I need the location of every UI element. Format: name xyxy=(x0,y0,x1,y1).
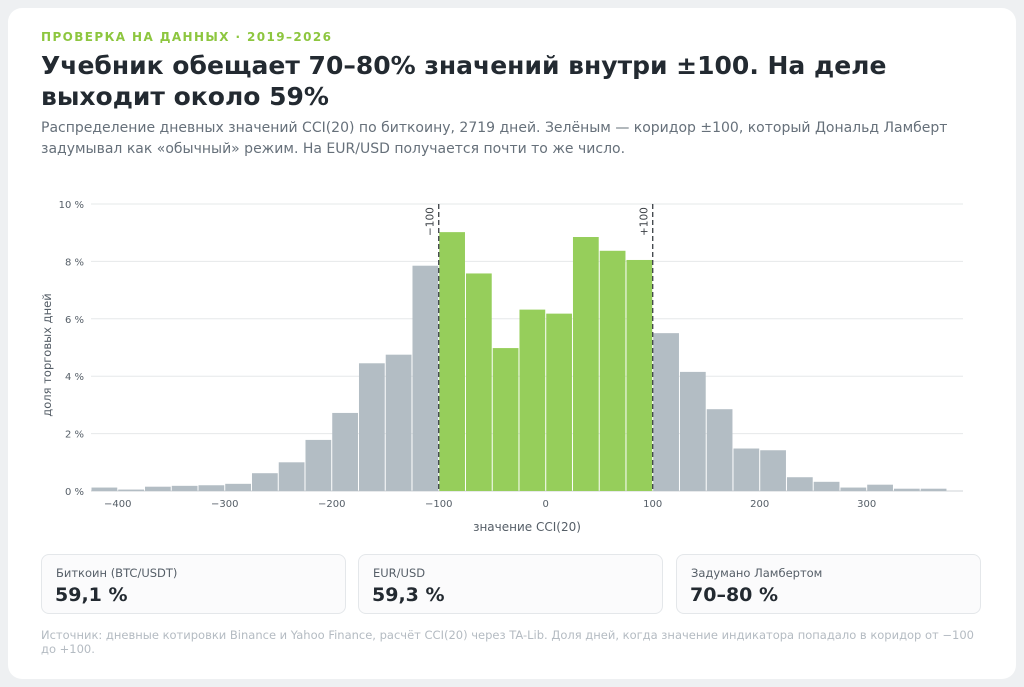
bar-outside-corridor xyxy=(118,489,144,491)
bar-outside-corridor xyxy=(385,354,412,491)
stat-label: Задумано Ламбертом xyxy=(691,566,823,580)
bar-outside-corridor xyxy=(733,448,760,491)
bar-inside-corridor xyxy=(519,309,546,491)
bar-outside-corridor xyxy=(91,487,118,491)
y-tick-label: 2 % xyxy=(65,430,84,441)
y-axis: 0 % 2 % 4 % 6 % 8 % 10 % xyxy=(59,200,84,498)
bar-outside-corridor xyxy=(171,485,198,491)
x-axis: −400 −300 −200 −100 0 100 200 300 xyxy=(104,499,876,510)
stat-card-lambert: Задумано Ламбертом 70–80 % xyxy=(676,554,981,614)
stat-value: 59,3 % xyxy=(372,584,445,606)
page-subtitle: Распределение дневных значений CCI(20) п… xyxy=(41,120,948,157)
bar-outside-corridor xyxy=(760,450,786,491)
x-tick-label: −200 xyxy=(318,499,345,510)
y-tick-label: 10 % xyxy=(59,200,84,211)
bar-outside-corridor xyxy=(653,333,679,491)
bar-outside-corridor xyxy=(893,488,920,491)
bar-outside-corridor xyxy=(920,488,947,491)
reference-line-label: +100 xyxy=(639,207,651,236)
y-tick-label: 4 % xyxy=(65,372,84,383)
bar-inside-corridor xyxy=(626,259,653,491)
stat-value: 70–80 % xyxy=(690,584,779,606)
source-note: Источник: дневные котировки Binance и Ya… xyxy=(41,628,974,656)
reference-line-label: −100 xyxy=(425,207,437,236)
stat-card-eurusd: EUR/USD 59,3 % xyxy=(358,554,663,614)
x-tick-label: 200 xyxy=(750,499,769,510)
bar-inside-corridor xyxy=(546,313,572,491)
histogram-chart: −100 +100 −400 −300 −200 −100 0 100 200 300 0 % 2… xyxy=(40,200,963,534)
bar-outside-corridor xyxy=(144,486,171,491)
eyebrow-label: ПРОВЕРКА НА ДАННЫХ · 2019–2026 xyxy=(41,30,333,44)
bar-outside-corridor xyxy=(278,462,305,491)
bar-outside-corridor xyxy=(412,265,439,491)
bar-outside-corridor xyxy=(679,371,706,491)
x-tick-label: 100 xyxy=(643,499,662,510)
x-tick-label: −300 xyxy=(211,499,238,510)
bar-outside-corridor xyxy=(358,363,385,491)
bar-outside-corridor xyxy=(706,409,733,491)
bar-outside-corridor xyxy=(840,487,867,491)
x-tick-label: 300 xyxy=(857,499,876,510)
page-title: Учебник обещает 70–80% значений внутри ±… xyxy=(41,51,887,111)
y-tick-label: 6 % xyxy=(65,315,84,326)
bar-outside-corridor xyxy=(786,477,813,491)
reference-lines: −100 +100 xyxy=(425,204,654,491)
bar-inside-corridor xyxy=(465,273,492,491)
histogram-bars xyxy=(91,232,947,491)
bar-outside-corridor xyxy=(251,473,278,491)
bar-inside-corridor xyxy=(492,348,519,491)
y-tick-label: 0 % xyxy=(65,487,84,498)
x-tick-label: 0 xyxy=(543,499,549,510)
stat-label: Биткоин (BTC/USDT) xyxy=(56,566,178,580)
bar-outside-corridor xyxy=(198,485,225,491)
bar-inside-corridor xyxy=(599,250,626,491)
x-tick-label: −100 xyxy=(425,499,452,510)
bar-inside-corridor xyxy=(572,237,599,491)
bar-outside-corridor xyxy=(867,484,893,491)
bar-outside-corridor xyxy=(332,412,358,491)
x-tick-label: −400 xyxy=(104,499,131,510)
y-axis-label: доля торговых дней xyxy=(40,293,54,416)
chart-card: ПРОВЕРКА НА ДАННЫХ · 2019–2026 Учебник о… xyxy=(8,8,1016,679)
bar-inside-corridor xyxy=(439,232,465,491)
stat-card-btc: Биткоин (BTC/USDT) 59,1 % xyxy=(41,554,346,614)
stat-value: 59,1 % xyxy=(55,584,128,606)
stat-label: EUR/USD xyxy=(373,566,426,580)
bar-outside-corridor xyxy=(813,481,840,491)
x-axis-label: значение CCI(20) xyxy=(473,520,581,534)
bar-outside-corridor xyxy=(225,483,251,491)
bar-outside-corridor xyxy=(305,439,332,491)
y-tick-label: 8 % xyxy=(65,257,84,268)
